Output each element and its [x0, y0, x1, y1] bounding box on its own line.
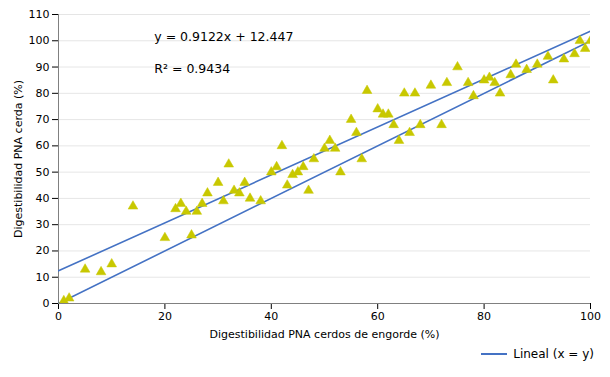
svg-text:y = 0.9122x + 12.447: y = 0.9122x + 12.447	[154, 29, 293, 44]
svg-text:40: 40	[36, 192, 50, 205]
svg-text:110: 110	[29, 8, 50, 21]
svg-text:20: 20	[36, 244, 50, 257]
svg-text:100: 100	[29, 34, 50, 47]
svg-text:Digestibilidad PNA cerda (%): Digestibilidad PNA cerda (%)	[12, 80, 25, 238]
svg-text:100: 100	[580, 310, 601, 323]
svg-text:80: 80	[36, 87, 50, 100]
html-text:Lineal (x = y): Lineal (x = y)	[513, 347, 594, 361]
svg-text:Digestibilidad PNA cerdos de e: Digestibilidad PNA cerdos de engorde (%)	[209, 328, 439, 341]
svg-text:90: 90	[36, 61, 50, 74]
svg-text:30: 30	[36, 218, 50, 231]
svg-text:60: 60	[36, 139, 50, 152]
svg-text:0: 0	[55, 310, 62, 323]
svg-text:70: 70	[36, 113, 50, 126]
svg-text:R² = 0.9434: R² = 0.9434	[154, 61, 230, 76]
svg-text:10: 10	[36, 271, 50, 284]
svg-text:40: 40	[264, 310, 278, 323]
svg-text:0: 0	[43, 297, 50, 310]
svg-text:50: 50	[36, 166, 50, 179]
svg-text:60: 60	[371, 310, 385, 323]
svg-text:20: 20	[158, 310, 172, 323]
svg-text:80: 80	[477, 310, 491, 323]
